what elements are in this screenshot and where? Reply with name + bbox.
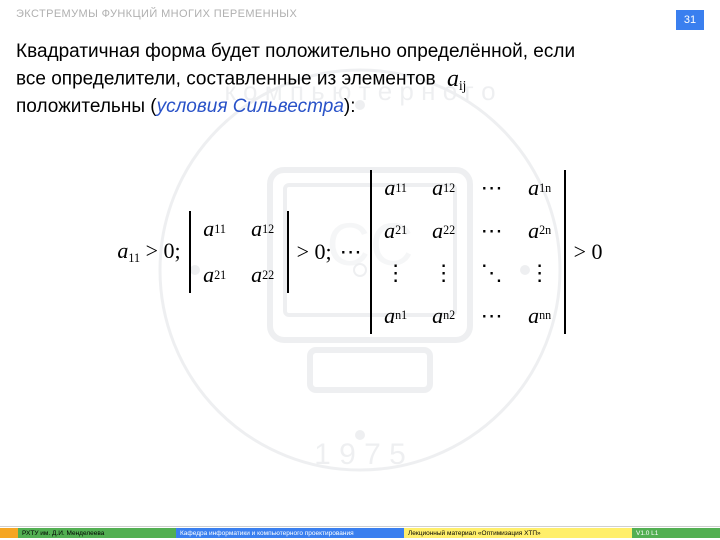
- sub: 22: [262, 268, 274, 283]
- det1: a11 > 0;: [117, 238, 180, 266]
- sub: 12: [443, 181, 455, 196]
- a: a: [432, 175, 443, 201]
- svg-text:1 9 7 5: 1 9 7 5: [314, 438, 406, 471]
- ell: ⋯: [468, 170, 516, 206]
- sub: 2n: [539, 223, 551, 238]
- a: a: [528, 175, 539, 201]
- sub: 11: [214, 222, 226, 237]
- footer: РХТУ им. Д.И. Менделеева Кафедра информа…: [0, 528, 720, 538]
- vell: ⋮: [516, 255, 564, 291]
- sylvester-term: условия Сильвестра: [157, 96, 344, 117]
- det2-bar-r: [287, 211, 289, 293]
- a: a: [384, 303, 395, 329]
- a-ij-symbol: aij: [441, 64, 466, 95]
- a: a: [384, 218, 395, 244]
- a: a: [251, 216, 262, 242]
- sub11: 11: [128, 251, 140, 265]
- sub: 21: [214, 268, 226, 283]
- a: a: [528, 218, 539, 244]
- a: a: [432, 303, 443, 329]
- sub: n2: [443, 308, 455, 323]
- sub: 22: [443, 223, 455, 238]
- body-paragraph: Квадратичная форма будет положительно оп…: [16, 40, 704, 120]
- a: a: [203, 262, 214, 288]
- body-line1: Квадратичная форма будет положительно оп…: [16, 41, 575, 62]
- vell: ⋮: [420, 255, 468, 291]
- body-line2: все определители, составленные из элемен…: [16, 69, 436, 90]
- sub: 11: [395, 181, 407, 196]
- footer-divider: [0, 526, 720, 527]
- footer-course: Лекционный материал «Оптимизация ХТП»: [404, 528, 632, 538]
- slide-number-badge: 31: [676, 10, 704, 30]
- gt0-n: > 0: [574, 239, 603, 265]
- gt0-1: > 0;: [146, 238, 181, 263]
- footer-dept: Кафедра информатики и компьютерного прое…: [176, 528, 404, 538]
- a: a: [203, 216, 214, 242]
- a-ij-a: a: [447, 66, 459, 92]
- sub: 12: [262, 222, 274, 237]
- a-ij-sub: ij: [459, 78, 466, 93]
- sub: n1: [395, 308, 407, 323]
- sub: nn: [539, 308, 551, 323]
- gt0-2: > 0;: [297, 239, 332, 265]
- vell: ⋮: [372, 255, 420, 291]
- sub: 21: [395, 223, 407, 238]
- a: a: [117, 238, 128, 263]
- body-line3-a: положительны (: [16, 96, 157, 117]
- det2: a11 a21 a12 a22: [189, 211, 289, 293]
- ell: ⋯: [468, 213, 516, 249]
- a: a: [432, 218, 443, 244]
- footer-accent: [0, 528, 18, 538]
- a: a: [251, 262, 262, 288]
- detn-bar-r: [564, 170, 566, 334]
- sub: 1n: [539, 181, 551, 196]
- a: a: [384, 175, 395, 201]
- math-determinants: a11 > 0; a11 a21 a12 a22 > 0; ⋯ a11 a21 …: [0, 170, 720, 334]
- ddots: ⋱: [468, 255, 516, 291]
- detn: a11 a21 ⋮ an1 a12 a22 ⋮ an2 ⋯ ⋯ ⋱ ⋯ a1n …: [370, 170, 566, 334]
- ellipsis-mid: ⋯: [340, 239, 362, 265]
- footer-org: РХТУ им. Д.И. Менделеева: [18, 528, 176, 538]
- ell: ⋯: [468, 298, 516, 334]
- slide-section-title: ЭКСТРЕМУМЫ ФУНКЦИЙ МНОГИХ ПЕРЕМЕННЫХ: [16, 8, 297, 20]
- body-line3-b: ):: [344, 96, 356, 117]
- a: a: [528, 303, 539, 329]
- footer-version: V1.0 L1: [632, 528, 720, 538]
